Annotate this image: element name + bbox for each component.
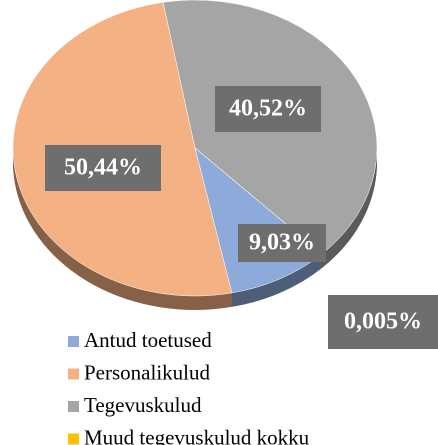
data-label: 40,52% [229,96,307,122]
label-box [45,145,161,191]
label-box [328,295,438,349]
legend-label: Muud tegevuskulud kokku [84,425,310,445]
legend-swatch [68,336,79,347]
legend-label: Tegevuskulud [84,393,202,417]
label-box [238,224,326,262]
legend-swatch [68,368,79,380]
legend-swatch [68,433,79,445]
data-label: 50,44% [64,155,142,181]
legend-label: Antud toetused [84,328,212,352]
data-label: 9,03% [249,230,315,256]
data-label: 0,005% [344,309,422,335]
legend-swatch [68,401,79,412]
legend-label: Personalikulud [84,360,210,384]
label-box [215,86,321,132]
